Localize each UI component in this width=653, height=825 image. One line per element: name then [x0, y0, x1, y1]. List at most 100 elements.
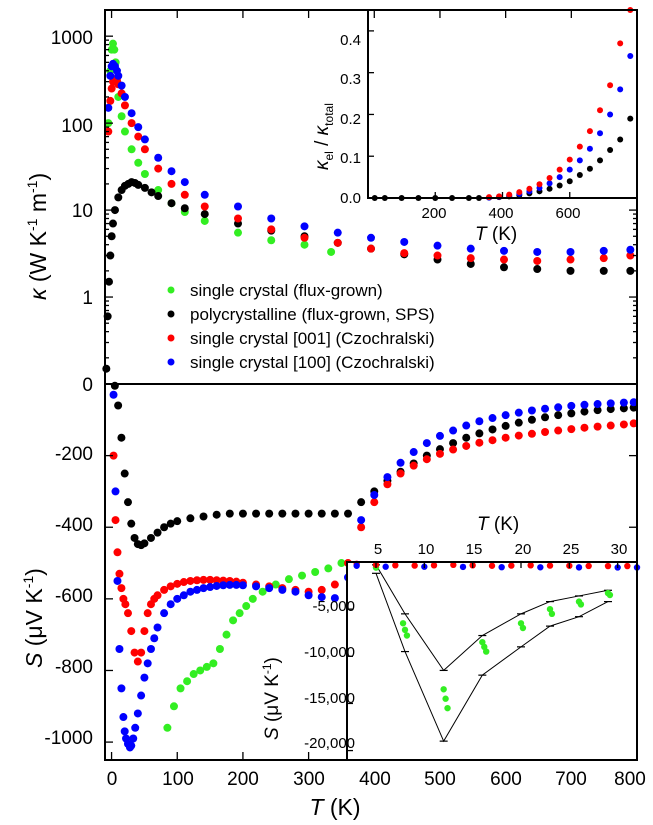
- top-point-green: [108, 39, 117, 48]
- bottom-point-black: [130, 533, 139, 542]
- bottom-point-red: [140, 627, 149, 636]
- bottom-inset-point-green: [403, 632, 411, 639]
- bottom-point-green: [202, 662, 211, 671]
- bottom-point-black: [212, 510, 221, 519]
- top-point-black: [626, 266, 635, 275]
- bottom-inset-point-blue: [498, 563, 505, 571]
- top-point-black: [466, 259, 475, 268]
- top-inset-background: [368, 10, 637, 198]
- bottom-point-red: [317, 585, 326, 594]
- top-inset-point-black: [546, 185, 553, 192]
- top-inset-ylabel-sub2: total: [322, 103, 336, 126]
- bottom-point-black: [160, 523, 169, 532]
- bottom-inset-data-points: [353, 560, 641, 712]
- bottom-point-black: [153, 528, 162, 537]
- top-inset-xtick-200: 200: [421, 205, 446, 222]
- bottom-inset-point-red: [450, 561, 457, 569]
- bottom-inset-point-blue: [353, 562, 360, 569]
- top-point-red: [367, 244, 375, 253]
- bottom-point-black: [580, 407, 589, 416]
- bottom-point-green: [258, 587, 267, 596]
- bottom-point-blue: [109, 390, 118, 399]
- bottom-point-red: [199, 575, 208, 584]
- top-point-black: [104, 277, 113, 286]
- bottom-xtick-label-300: 300: [293, 769, 325, 790]
- bottom-point-red: [370, 498, 379, 507]
- top-ytick-label-1: 1: [82, 288, 93, 309]
- bottom-point-red: [606, 421, 615, 430]
- top-ylabel-symbol: κ: [25, 287, 51, 300]
- bottom-point-blue: [252, 582, 261, 591]
- bottom-point-black: [140, 539, 149, 548]
- top-inset-point-red: [546, 174, 553, 181]
- top-point-blue: [167, 167, 176, 176]
- bottom-inset-upper-envelope: [375, 564, 609, 672]
- top-point-red: [626, 251, 635, 260]
- bottom-ylabel-exp: -1: [20, 576, 36, 589]
- bottom-inset-xtick-5: 5: [374, 541, 382, 558]
- bottom-point-black: [120, 469, 129, 478]
- top-point-blue: [533, 247, 542, 256]
- bottom-point-blue: [383, 473, 392, 482]
- legend-label-black: polycrystalline (flux-grown, SPS): [190, 305, 435, 324]
- bottom-point-blue: [238, 581, 247, 590]
- bottom-point-blue: [514, 408, 523, 417]
- bottom-point-blue: [166, 600, 175, 609]
- top-inset-point-red: [506, 191, 513, 198]
- top-point-red: [300, 233, 309, 242]
- top-point-red: [433, 251, 442, 260]
- legend-marker-red: [167, 334, 175, 342]
- bottom-point-black: [554, 411, 563, 420]
- top-inset-panel: 0.0 0.1 0.2 0.3 0.4 200 400 600 T (K) κe…: [312, 7, 638, 245]
- bottom-point-blue: [435, 431, 444, 440]
- top-point-blue: [234, 202, 242, 211]
- legend-marker-blue: [167, 358, 175, 366]
- top-point-blue: [114, 71, 123, 80]
- top-inset-point-black: [576, 172, 583, 179]
- top-point-black: [533, 265, 542, 274]
- bottom-point-green: [189, 670, 198, 679]
- top-point-green: [200, 216, 209, 225]
- bottom-point-red: [514, 431, 523, 440]
- top-inset-x-axis-label: T (K): [475, 224, 517, 245]
- bottom-point-black: [123, 498, 132, 507]
- bottom-point-red: [111, 516, 120, 525]
- bottom-point-red: [143, 609, 152, 618]
- bottom-point-blue: [265, 584, 274, 593]
- top-point-black: [134, 180, 143, 189]
- bottom-point-blue: [225, 580, 234, 589]
- top-point-red: [234, 214, 242, 223]
- top-point-black: [200, 210, 209, 219]
- bottom-point-black: [344, 509, 353, 518]
- top-point-green: [117, 112, 126, 121]
- bottom-point-red: [462, 441, 471, 450]
- top-point-black: [180, 204, 189, 213]
- bottom-point-black: [186, 514, 195, 523]
- bottom-point-blue: [619, 398, 628, 407]
- top-point-blue: [200, 190, 209, 199]
- top-inset-point-red: [597, 107, 604, 114]
- bottom-point-blue: [111, 487, 120, 496]
- top-point-black: [500, 263, 508, 272]
- top-point-blue: [367, 233, 375, 242]
- bottom-point-green: [176, 684, 185, 693]
- bottom-ytick-label-m600: -600: [55, 586, 93, 607]
- bottom-xlabel-unit: (K): [324, 794, 361, 820]
- bottom-inset-ylabel-exp: -1: [260, 663, 274, 674]
- bottom-point-red: [117, 584, 126, 593]
- top-point-blue: [106, 71, 115, 80]
- top-point-red: [599, 254, 608, 263]
- bottom-xtick-label-200: 200: [227, 769, 259, 790]
- bottom-point-red: [475, 438, 484, 447]
- bottom-point-black: [304, 509, 313, 518]
- top-inset-point-blue: [556, 174, 563, 181]
- top-ylabel-m: m: [25, 193, 51, 219]
- bottom-point-red: [567, 425, 576, 434]
- bottom-point-black: [238, 509, 247, 518]
- bottom-data-points: [109, 381, 638, 752]
- bottom-point-blue: [120, 727, 129, 736]
- bottom-inset-panel: 5 10 15 20 25 30 T (K) -5,000 -10,000 -1…: [260, 514, 641, 761]
- bottom-point-red: [396, 469, 405, 478]
- bottom-point-blue: [593, 400, 602, 409]
- bottom-point-blue: [143, 659, 152, 668]
